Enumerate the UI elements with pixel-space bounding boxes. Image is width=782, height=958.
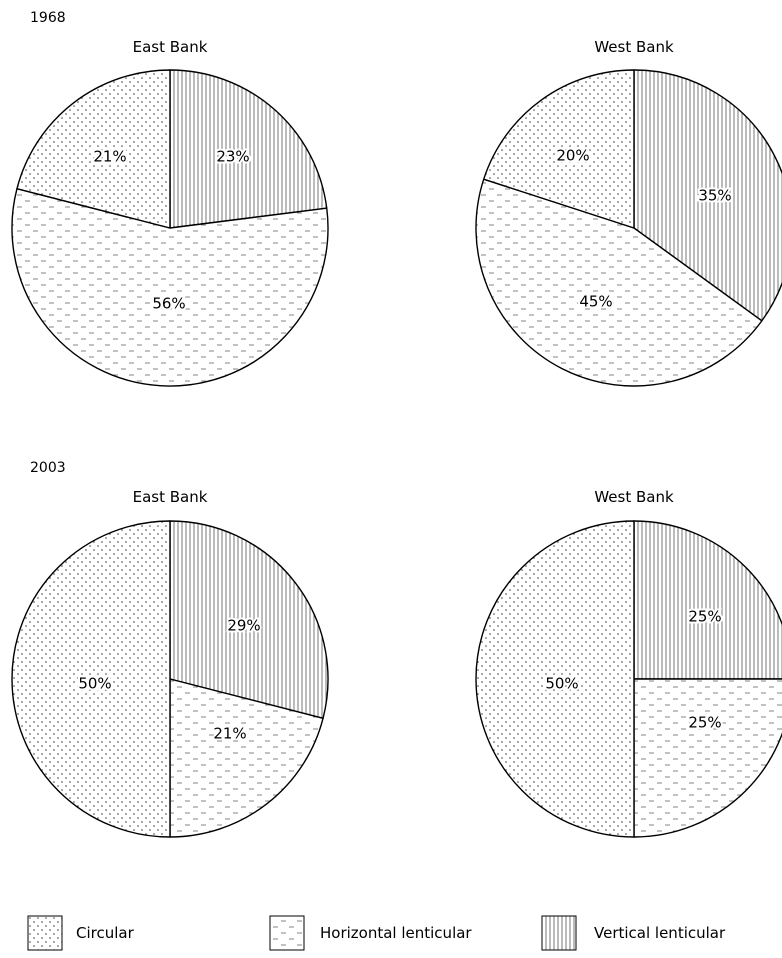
pie-slice-2003-east-horizontal [169,678,324,838]
legend-label-circular: Circular [76,924,135,942]
pie-label-1968-west-vertical: 35% [698,187,731,205]
pie-slice-1968-east-horizontal [11,188,329,387]
year-label-1968: 1968 [30,10,66,26]
pie-slice-1968-west-vertical [633,69,782,322]
pie-label-1968-west-circular: 20% [556,147,589,165]
pie-label-2003-east-vertical: 29% [227,617,260,635]
pie-label-2003-west-circular: 50% [545,675,578,693]
pie-slice-2003-west-vertical [633,520,782,680]
pie-label-2003-west-vertical: 25% [688,608,721,626]
pie-slice-1968-east-vertical [169,69,328,229]
pies-group: 23% 56% 21% 35% 45% 20% 29% 21% 50% 25% 25% 50% [11,69,782,838]
pie-label-2003-east-horizontal: 21% [213,725,246,743]
year-label-2003: 2003 [30,460,66,476]
legend-swatch-circular [27,915,63,951]
pie-title-1968-east: East Bank [133,38,208,56]
pie-slice-2003-east-circular [11,520,171,838]
pie-label-1968-east-circular: 21% [93,148,126,166]
legend: Circular Horizontal lenticular Vertical … [27,915,726,951]
pie-title-2003-east: East Bank [133,488,208,506]
pie-slice-2003-west-circular [475,520,635,838]
legend-label-vertical: Vertical lenticular [594,924,726,942]
pie-slice-1968-west-circular [483,69,635,229]
pie-label-2003-west-horizontal: 25% [688,714,721,732]
pie-label-1968-east-horizontal: 56% [152,295,185,313]
pie-label-2003-east-circular: 50% [78,675,111,693]
pie-title-1968-west: West Bank [594,38,674,56]
pie-slice-2003-east-vertical [169,520,329,719]
legend-swatch-vertical [541,915,577,951]
pie-label-1968-east-vertical: 23% [216,148,249,166]
pie-title-2003-west: West Bank [594,488,674,506]
pie-slice-2003-west-horizontal [633,678,782,838]
pie-slice-1968-east-circular [16,69,171,229]
pie-slice-1968-west-horizontal [475,178,763,387]
pie-label-1968-west-horizontal: 45% [579,293,612,311]
legend-swatch-horizontal [269,915,305,951]
legend-label-horizontal: Horizontal lenticular [320,924,472,942]
